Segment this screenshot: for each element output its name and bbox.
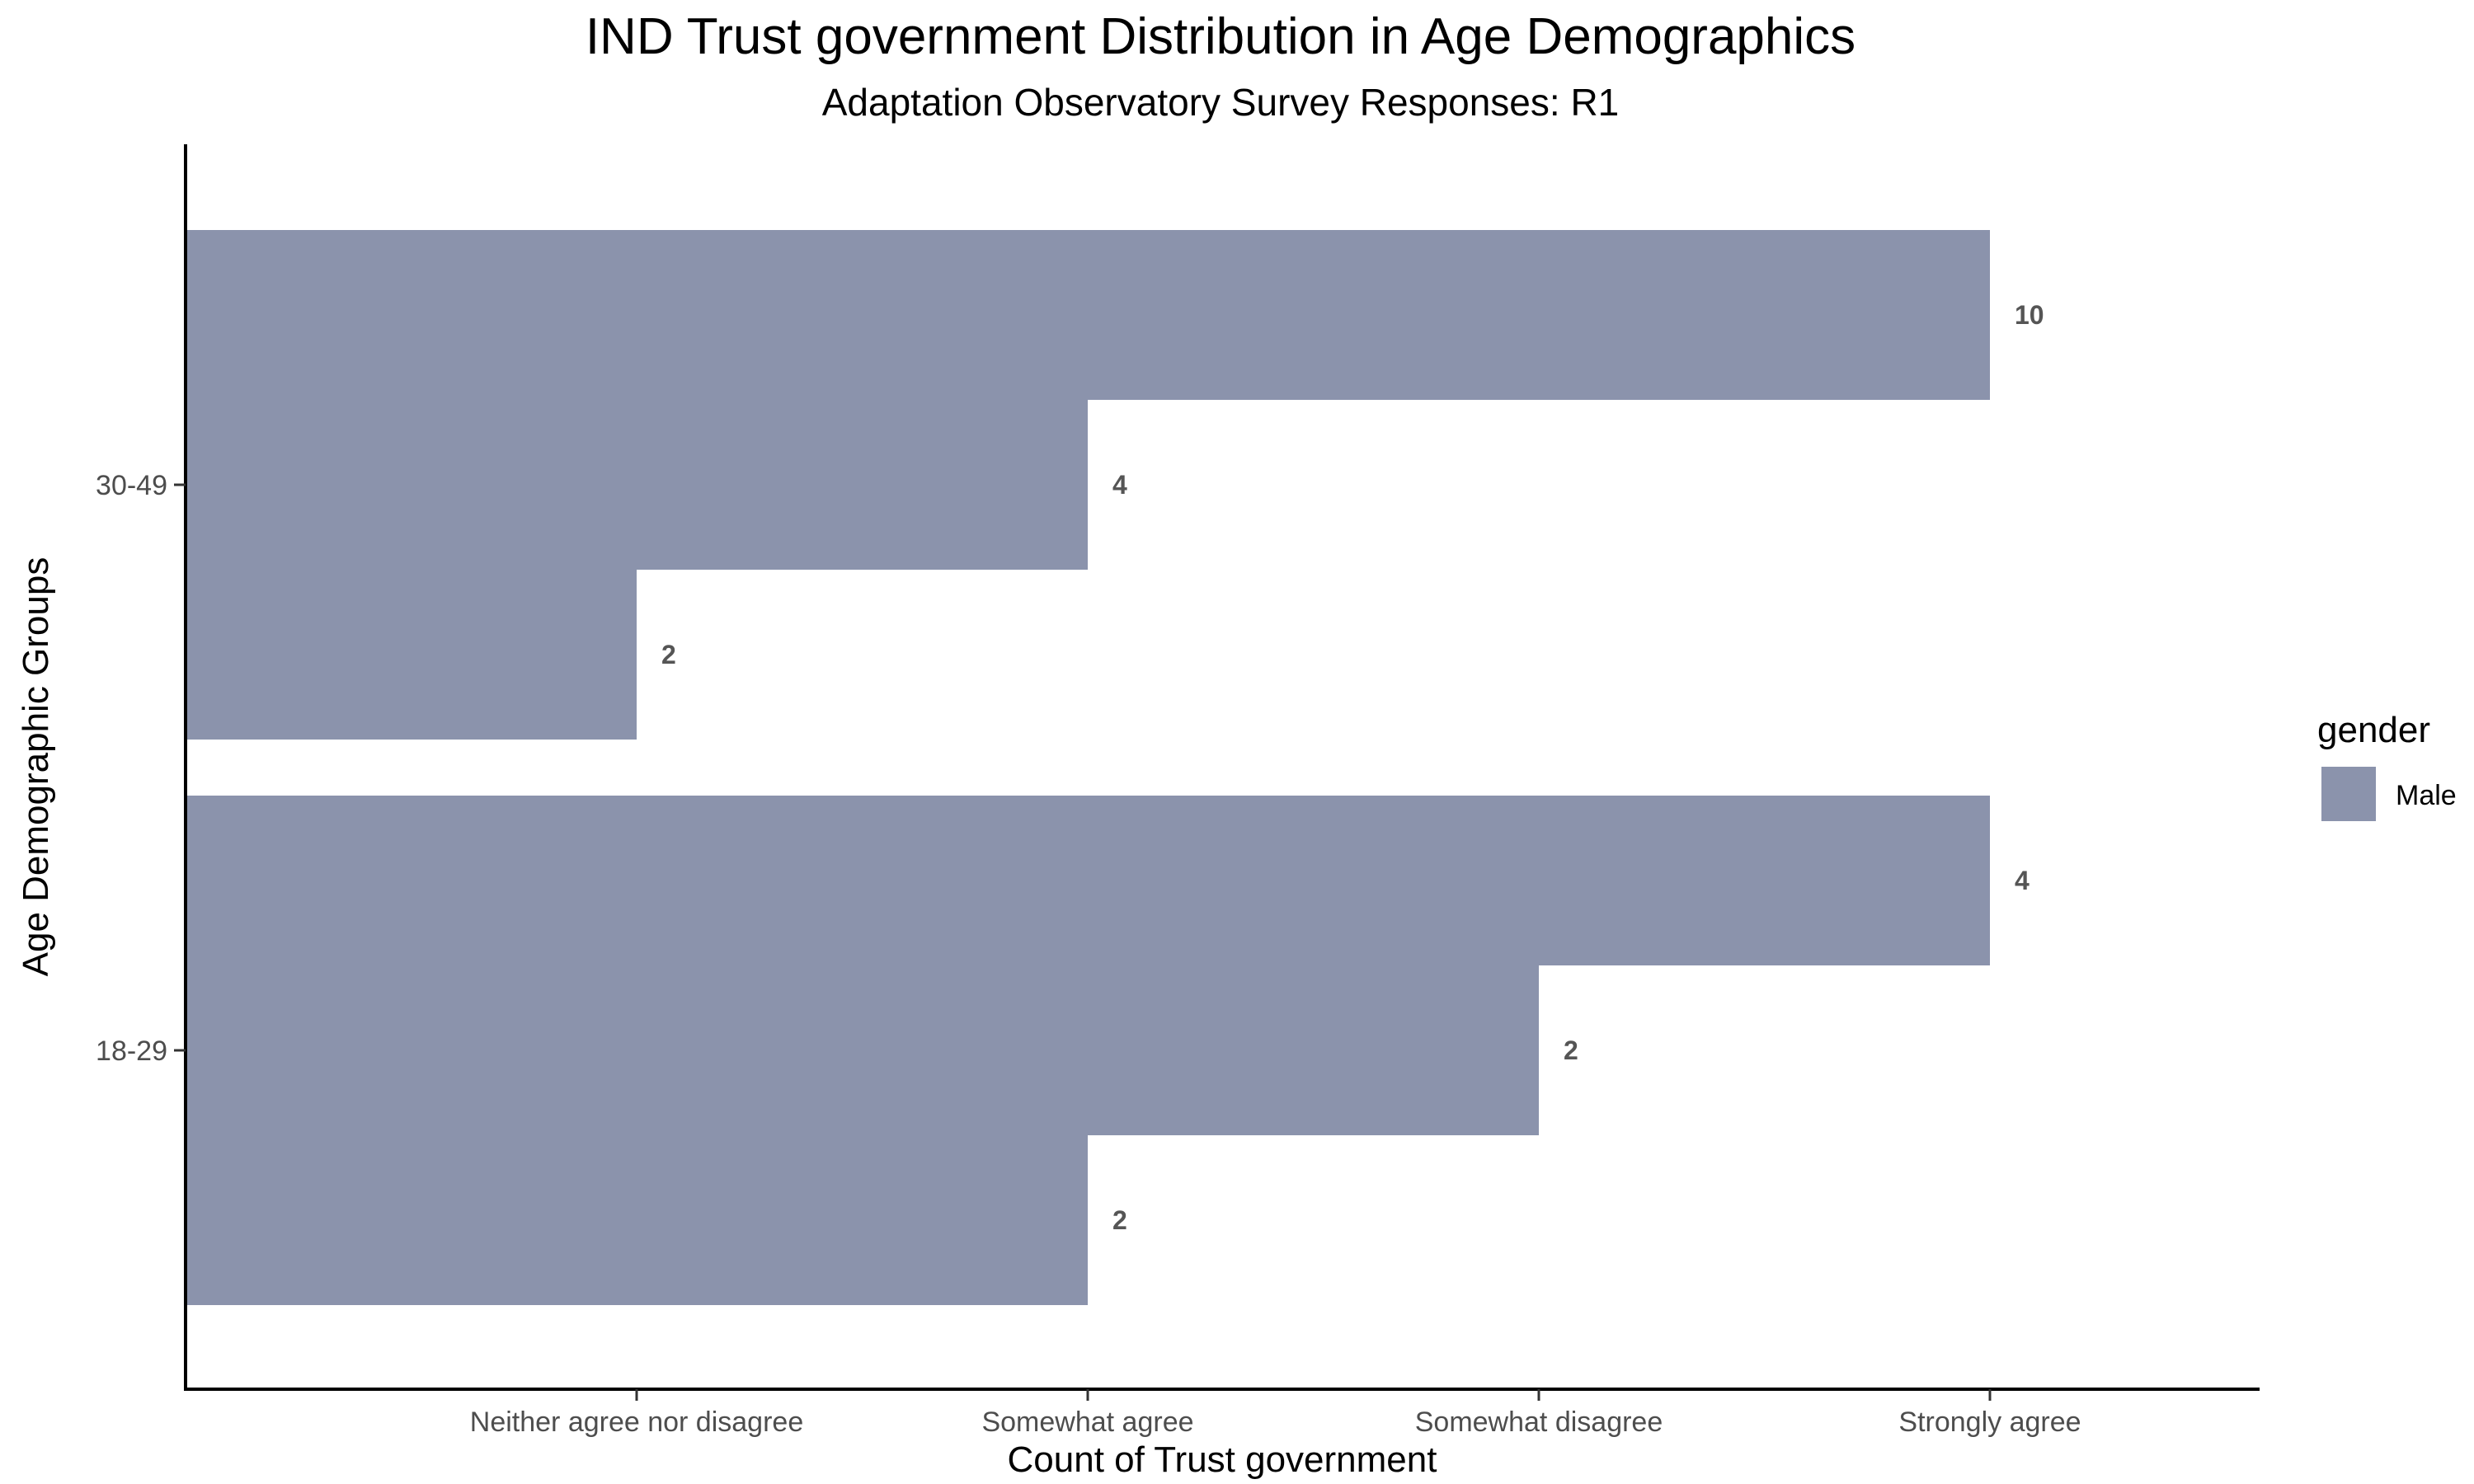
bars-layer: [186, 230, 1990, 1305]
y-tick-label: 30-49: [96, 470, 167, 501]
data-label: 10: [2015, 300, 2044, 330]
x-tick-label: Strongly agree: [1898, 1407, 2081, 1438]
y-axis-ticks: 18-29 30-49: [96, 470, 186, 1067]
legend-title: gender: [2317, 710, 2430, 750]
data-label: 4: [2015, 866, 2030, 895]
data-label: 2: [661, 640, 676, 669]
data-labels: 10 4 2 4 2 2: [661, 300, 2044, 1235]
bar: [186, 796, 1990, 965]
bar: [186, 1135, 1088, 1305]
bar: [186, 400, 1088, 570]
bar: [186, 570, 637, 740]
data-label: 2: [1112, 1205, 1127, 1235]
chart-title: IND Trust government Distribution in Age…: [586, 8, 1856, 65]
legend: gender Male: [2317, 710, 2457, 821]
legend-label-male: Male: [2396, 780, 2457, 811]
y-axis-title: Age Demographic Groups: [16, 557, 56, 977]
data-label: 4: [1112, 470, 1127, 500]
bar: [186, 230, 1990, 400]
chart-subtitle: Adaptation Observatory Survey Responses:…: [822, 81, 1620, 124]
y-tick-label: 18-29: [96, 1036, 167, 1067]
x-tick-label: Somewhat agree: [981, 1407, 1193, 1438]
x-tick-label: Neither agree nor disagree: [470, 1407, 803, 1438]
x-tick-label: Somewhat disagree: [1415, 1407, 1663, 1438]
x-axis-title: Count of Trust government: [1008, 1439, 1437, 1480]
data-label: 2: [1564, 1036, 1578, 1065]
x-axis-ticks: Neither agree nor disagree Somewhat agree…: [470, 1389, 2081, 1438]
bar: [186, 965, 1539, 1135]
legend-key-male: [2321, 767, 2376, 821]
